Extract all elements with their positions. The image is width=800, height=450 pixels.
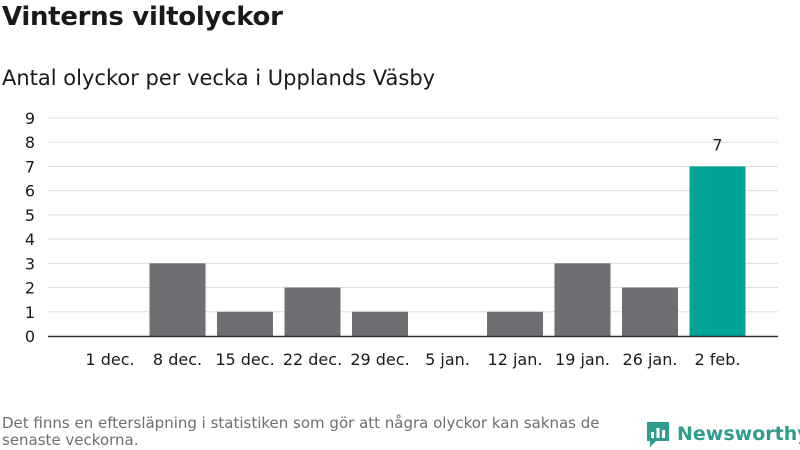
bar <box>622 287 678 336</box>
chart-subtitle: Antal olyckor per vecka i Upplands Väsby <box>2 66 436 90</box>
brand-logo: Newsworthy <box>645 420 800 448</box>
y-tick-label: 5 <box>25 206 35 225</box>
newsworthy-logo-icon <box>647 422 669 447</box>
y-tick-label: 2 <box>25 279 35 298</box>
x-tick-label: 5 jan. <box>425 350 470 369</box>
brand-name: Newsworthy <box>677 423 800 445</box>
bar <box>149 263 206 336</box>
bar <box>284 287 341 336</box>
y-axis-ticks: 0 1 2 3 4 5 6 7 8 9 <box>25 109 35 346</box>
data-label: 7 <box>712 135 722 154</box>
x-tick-label: 26 jan. <box>623 350 678 369</box>
x-tick-label: 22 dec. <box>283 350 342 369</box>
bar <box>352 311 408 336</box>
bar <box>487 311 543 336</box>
data-labels: 7 <box>712 135 722 154</box>
bar <box>689 166 746 336</box>
x-tick-label: 1 dec. <box>85 350 134 369</box>
y-tick-label: 3 <box>25 254 35 273</box>
x-tick-label: 2 feb. <box>695 350 741 369</box>
y-tick-label: 6 <box>25 182 35 201</box>
y-tick-label: 0 <box>25 327 35 346</box>
bar-chart: 0 1 2 3 4 5 6 7 8 9 1 dec. 8 dec. 15 dec. 22 dec. 29 … <box>25 109 778 369</box>
y-tick-label: 8 <box>25 133 35 152</box>
y-tick-label: 9 <box>25 109 35 128</box>
y-tick-label: 1 <box>25 303 35 322</box>
x-tick-label: 15 dec. <box>215 350 274 369</box>
chart-title: Vinterns viltolyckor <box>2 2 283 32</box>
footnote: Det finns en eftersläpning i statistiken… <box>2 414 600 449</box>
y-tick-label: 7 <box>25 157 35 176</box>
x-tick-label: 19 jan. <box>555 350 610 369</box>
y-tick-label: 4 <box>25 230 35 249</box>
x-tick-label: 29 dec. <box>350 350 409 369</box>
x-axis-ticks: 1 dec. 8 dec. 15 dec. 22 dec. 29 dec. 5 jan. 1… <box>85 350 740 369</box>
x-tick-label: 12 jan. <box>488 350 543 369</box>
bar <box>217 311 273 336</box>
bars <box>149 166 746 336</box>
x-tick-label: 8 dec. <box>153 350 202 369</box>
bar <box>554 263 611 336</box>
